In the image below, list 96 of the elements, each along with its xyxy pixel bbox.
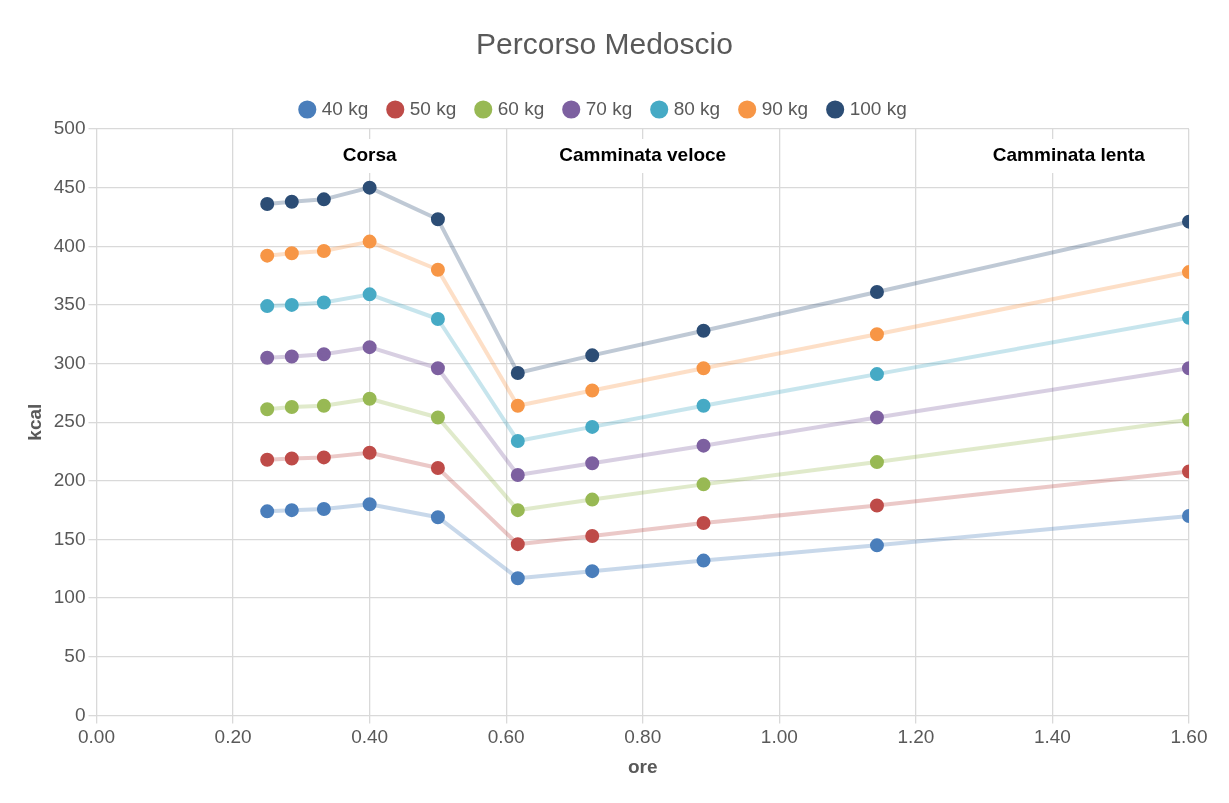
point (260, 504, 275, 519)
point (510, 433, 525, 448)
point (430, 212, 445, 227)
point (316, 450, 331, 465)
point (430, 460, 445, 475)
point (510, 571, 525, 586)
point (696, 323, 711, 338)
point (585, 419, 600, 434)
point (585, 348, 600, 363)
point (284, 349, 299, 364)
point (284, 194, 299, 209)
y-tick-label: 50 (64, 644, 86, 666)
point (260, 299, 275, 314)
x-tick-label: 0.20 (214, 726, 252, 748)
point (284, 246, 299, 261)
point (585, 383, 600, 398)
legend-label: 90 kg (761, 97, 809, 119)
point (284, 297, 299, 312)
legend-label: 50 kg (409, 97, 457, 119)
legend-label: 80 kg (673, 97, 721, 119)
chart-title: Percorso Medoscio (476, 27, 733, 61)
point (869, 327, 884, 342)
point (869, 498, 884, 513)
point (316, 243, 331, 258)
point (430, 361, 445, 376)
y-tick-label: 150 (53, 527, 86, 549)
legend-label: 100 kg (849, 97, 907, 119)
point (430, 311, 445, 326)
point (362, 391, 377, 406)
point (869, 285, 884, 300)
point (510, 467, 525, 482)
y-tick-label: 500 (53, 117, 86, 139)
point (696, 398, 711, 413)
point (869, 455, 884, 470)
point (284, 399, 299, 414)
point (362, 180, 377, 195)
point (585, 564, 600, 579)
point (696, 361, 711, 376)
point (585, 528, 600, 543)
y-tick-label: 100 (53, 586, 86, 608)
point (362, 234, 377, 249)
point (316, 501, 331, 516)
point (869, 538, 884, 553)
point (284, 503, 299, 518)
point (585, 456, 600, 471)
point (510, 537, 525, 552)
x-tick-label: 1.40 (1033, 726, 1071, 748)
y-tick-label: 400 (53, 234, 86, 256)
annotation: Corsa (342, 144, 397, 166)
point (362, 497, 377, 512)
x-tick-label: 1.00 (760, 726, 798, 748)
point (362, 287, 377, 302)
point (316, 295, 331, 310)
annotation: Camminata veloce (559, 144, 727, 166)
x-tick-label: 1.20 (897, 726, 935, 748)
y-tick-label: 0 (74, 703, 86, 725)
y-tick-label: 450 (53, 175, 86, 197)
point (362, 445, 377, 460)
legend-label: 70 kg (585, 97, 633, 119)
x-tick-label: 0.60 (487, 726, 525, 748)
point (585, 492, 600, 507)
point (510, 503, 525, 518)
point (510, 398, 525, 413)
x-tick-label: 0.80 (624, 726, 662, 748)
point (260, 452, 275, 467)
legend-label: 40 kg (321, 97, 369, 119)
point (362, 340, 377, 355)
point (260, 350, 275, 365)
point (284, 451, 299, 466)
x-tick-label: 1.60 (1170, 726, 1208, 748)
annotation: Camminata lenta (992, 144, 1146, 166)
y-tick-label: 350 (53, 293, 86, 315)
y-axis-title: kcal (23, 403, 45, 441)
y-tick-label: 300 (53, 351, 86, 373)
point (316, 347, 331, 362)
point (260, 248, 275, 263)
point (430, 510, 445, 525)
point (510, 365, 525, 380)
point (696, 516, 711, 531)
point (696, 477, 711, 492)
x-axis-title: ore (627, 755, 658, 777)
x-tick-label: 0.40 (351, 726, 389, 748)
y-tick-label: 200 (53, 469, 86, 491)
point (430, 410, 445, 425)
point (316, 398, 331, 413)
legend-label: 60 kg (497, 97, 545, 119)
point (260, 402, 275, 417)
y-tick-label: 250 (53, 410, 86, 432)
point (430, 262, 445, 277)
point (696, 553, 711, 568)
point (260, 197, 275, 212)
point (316, 192, 331, 207)
x-tick-label: 0.00 (78, 726, 115, 748)
point (696, 438, 711, 453)
point (869, 410, 884, 425)
point (869, 367, 884, 382)
